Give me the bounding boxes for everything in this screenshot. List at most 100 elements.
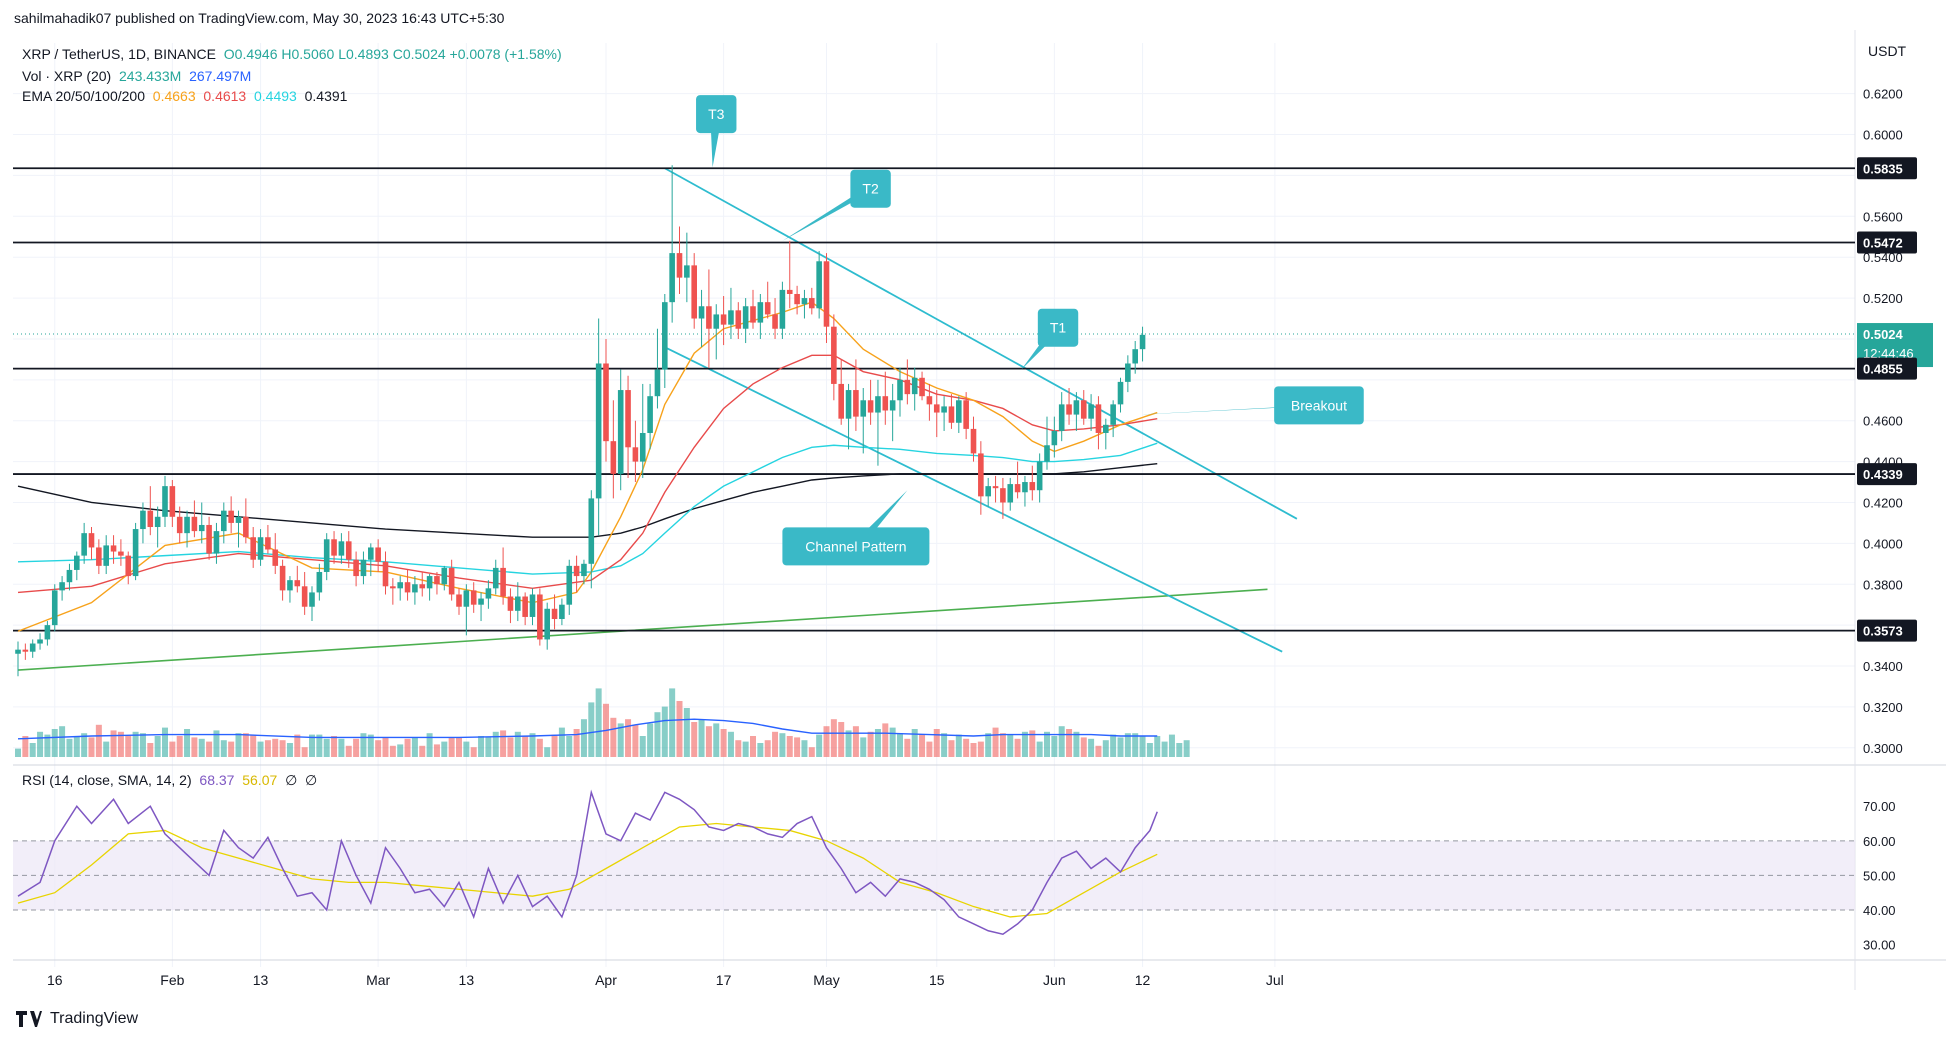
level-price-tag	[1857, 231, 1917, 254]
volume-bar	[742, 741, 749, 757]
candle-body	[434, 576, 440, 585]
time-tick-label: Jun	[1043, 972, 1066, 988]
rsi-label[interactable]: RSI (14, close, SMA, 14, 2)	[22, 772, 192, 788]
volume-bar	[514, 731, 521, 757]
candle-body	[603, 363, 609, 442]
candle-body	[911, 377, 918, 395]
volume-bar	[220, 740, 227, 757]
volume-value: 243.433M	[119, 68, 182, 84]
volume-bar	[816, 734, 823, 757]
volume-bar	[904, 738, 911, 757]
volume-bar	[191, 737, 198, 757]
candle-body	[118, 551, 124, 556]
candlesticks	[15, 165, 1146, 677]
volume-bar	[228, 741, 235, 757]
volume-bar	[897, 733, 903, 757]
volume-bar	[1132, 733, 1139, 757]
rsi-tick-label: 70.00	[1863, 799, 1896, 814]
price-tick-label: 0.3800	[1863, 577, 1903, 592]
candle-body	[44, 625, 51, 640]
volume-bar	[507, 737, 514, 757]
candle-body	[221, 510, 227, 532]
volume-bar	[110, 730, 117, 757]
volume-bar	[250, 734, 257, 757]
candle-body	[360, 559, 367, 577]
candle-body	[353, 559, 359, 577]
candle-body	[537, 594, 543, 640]
volume-bars	[15, 688, 1190, 757]
volume-bar	[867, 731, 874, 757]
callout-box	[1274, 386, 1364, 425]
volume-bar	[735, 740, 742, 757]
candle-body	[1029, 482, 1036, 491]
price-tick-label: 0.4600	[1863, 414, 1903, 429]
countdown-label: 12:44:46	[1863, 346, 1914, 361]
volume-bar	[132, 731, 139, 757]
rsi-tick-label: 40.00	[1863, 903, 1896, 918]
time-tick-label: Jul	[1266, 972, 1284, 988]
candle-body	[88, 533, 95, 548]
candle-body	[926, 396, 933, 405]
volume-bar	[617, 723, 624, 757]
volume-bar	[529, 733, 536, 757]
level-price-tag	[1857, 157, 1917, 180]
candle-body	[456, 594, 462, 607]
volume-bar	[456, 737, 462, 757]
volume-bar	[279, 740, 286, 757]
candle-body	[632, 447, 639, 462]
candle-body	[1103, 424, 1109, 433]
candle-body	[581, 563, 587, 577]
candle-body	[786, 289, 793, 294]
volume-bar	[1066, 729, 1073, 757]
price-tick-label: 0.6000	[1863, 128, 1903, 143]
candle-body	[441, 567, 448, 585]
volume-bar	[845, 730, 852, 757]
candle-body	[867, 400, 874, 413]
volume-label[interactable]: Vol · XRP (20)	[22, 68, 112, 84]
candle-body	[1095, 404, 1102, 433]
callout-label: T3	[708, 106, 725, 122]
volume-bar	[823, 726, 830, 757]
candle-body	[559, 604, 565, 619]
volume-bar	[654, 712, 661, 757]
candle-body	[463, 590, 470, 607]
candle-body	[617, 390, 624, 474]
candle-body	[1066, 404, 1072, 415]
price-tick-label: 0.5600	[1863, 209, 1903, 224]
volume-bar	[1073, 731, 1080, 757]
rsi-tick-label: 30.00	[1863, 938, 1896, 953]
time-tick-label: May	[813, 972, 839, 988]
volume-bar	[558, 727, 565, 757]
volume-bar	[1029, 730, 1036, 757]
candle-body	[419, 584, 426, 589]
candle-body	[228, 510, 234, 523]
symbol-name[interactable]: XRP / TetherUS, 1D, BINANCE	[22, 46, 216, 62]
candle-body	[919, 377, 925, 397]
candle-body	[191, 516, 198, 532]
volume-bar	[647, 723, 654, 757]
volume-bar	[705, 726, 712, 757]
volume-bar	[51, 729, 58, 757]
volume-bar	[169, 741, 176, 757]
price-tick-label: 0.4000	[1863, 536, 1903, 551]
callout-box	[782, 527, 930, 566]
candle-body	[1014, 484, 1021, 493]
rsi-band	[13, 840, 1855, 911]
time-tick-label: 13	[253, 972, 269, 988]
candle-body	[853, 390, 859, 417]
volume-bar	[1139, 736, 1146, 757]
level-price-label: 0.3573	[1863, 624, 1903, 639]
volume-bar	[860, 737, 867, 757]
volume-bar	[375, 740, 382, 757]
candle-body	[595, 363, 602, 499]
candle-body	[309, 592, 315, 607]
ema-label[interactable]: EMA 20/50/100/200	[22, 88, 145, 104]
candle-body	[492, 567, 499, 589]
candle-body	[838, 383, 844, 419]
candle-body	[941, 406, 947, 413]
candle-body	[448, 567, 455, 595]
volume-bar	[213, 730, 220, 757]
candle-body	[478, 598, 484, 605]
volume-bar	[309, 734, 315, 757]
